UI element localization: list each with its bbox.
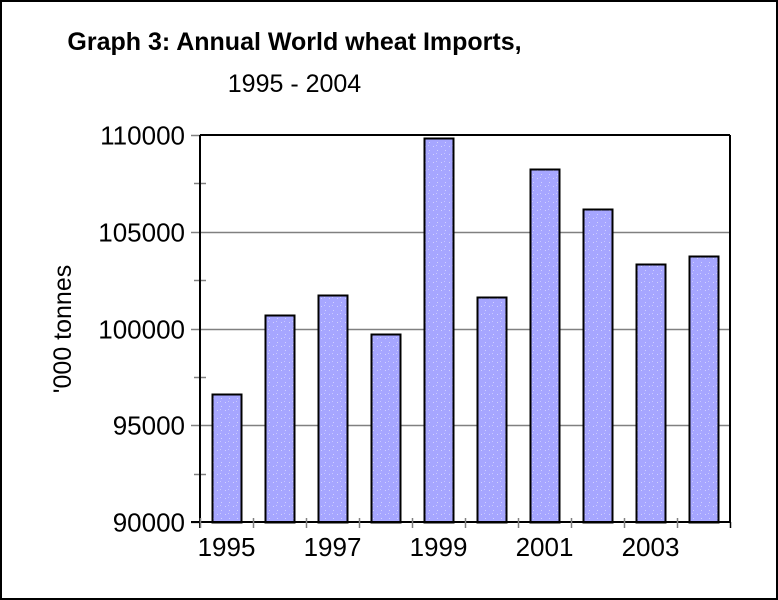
x-tick-labels: 1995 1997 1999 2001 2003 <box>198 532 680 562</box>
bar-2002 <box>582 208 614 524</box>
bar-1995 <box>211 393 243 524</box>
y-tick-label: 110000 <box>100 121 185 151</box>
axes <box>191 134 732 528</box>
y-tick-label: 105000 <box>98 218 185 248</box>
chart-subtitle: 1995 - 2004 <box>227 70 362 98</box>
x-tick-label: 1997 <box>304 532 362 562</box>
bar-2000 <box>476 296 508 524</box>
x-tick-label: 1999 <box>410 532 468 562</box>
chart-title-block: Graph 3: Annual World wheat Imports, 199… <box>2 22 587 106</box>
y-axis-label: '000 tonnes <box>49 265 77 394</box>
x-tick-label: 1995 <box>198 532 256 562</box>
bar-1997 <box>317 294 349 524</box>
bar-1999 <box>423 137 455 524</box>
bar-2003 <box>635 263 667 524</box>
y-tick-label: 90000 <box>113 508 185 538</box>
x-tick-label: 2003 <box>622 532 680 562</box>
x-tick-label: 2001 <box>516 532 574 562</box>
y-tick-label: 100000 <box>98 315 185 345</box>
bars <box>211 137 720 524</box>
bar-1998 <box>370 333 402 524</box>
bar-1996 <box>264 314 296 524</box>
chart-title: Graph 3: Annual World wheat Imports, <box>67 28 522 56</box>
bar-2004 <box>688 255 720 524</box>
bar-2001 <box>529 168 561 524</box>
y-tick-label: 95000 <box>113 411 185 441</box>
y-tick-labels: 110000 105000 100000 95000 90000 <box>98 121 185 538</box>
